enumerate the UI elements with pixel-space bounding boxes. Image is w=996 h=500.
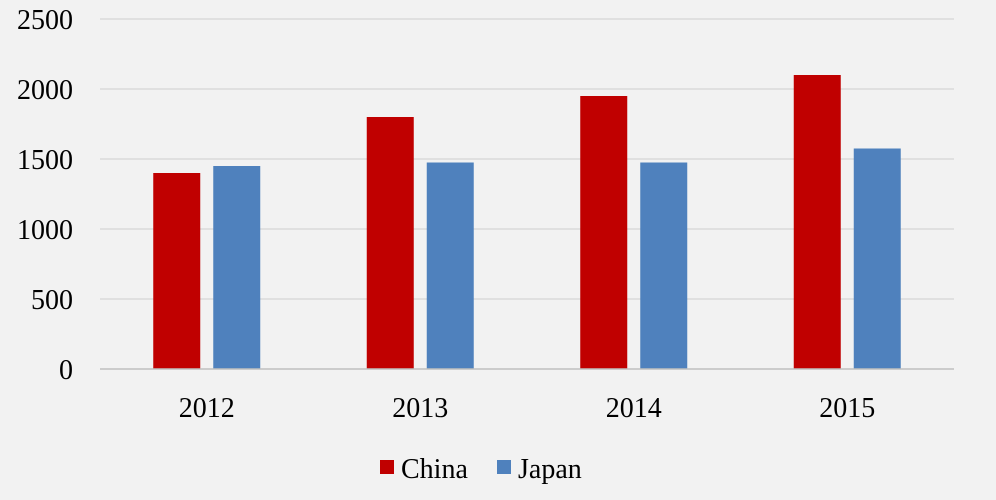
bar-japan-2014: [640, 162, 688, 369]
legend-swatch-japan: [497, 460, 511, 474]
y-tick-label: 1500: [17, 145, 73, 176]
legend-label-china: China: [401, 454, 468, 485]
bar-japan-2012: [213, 166, 261, 369]
bar-china-2012: [153, 173, 201, 369]
x-tick-label: 2013: [392, 393, 448, 424]
bar-japan-2013: [426, 162, 474, 369]
bar-japan-2015: [853, 148, 901, 369]
y-tick-label: 500: [31, 285, 73, 316]
bars: [153, 75, 901, 369]
bar-china-2014: [580, 96, 628, 369]
y-tick-label: 1000: [17, 215, 73, 246]
y-tick-label: 2500: [17, 5, 73, 36]
x-tick-label: 2015: [819, 393, 875, 424]
y-tick-label: 0: [59, 355, 73, 386]
bar-china-2013: [366, 117, 414, 369]
legend: China Japan: [380, 454, 582, 485]
y-axis-tick-labels: 0 500 1000 1500 2000 2500: [17, 5, 73, 386]
legend-swatch-china: [380, 460, 394, 474]
x-tick-label: 2014: [606, 393, 662, 424]
bar-china-2015: [793, 75, 841, 369]
x-tick-label: 2012: [179, 393, 235, 424]
y-tick-label: 2000: [17, 75, 73, 106]
legend-label-japan: Japan: [518, 454, 582, 485]
x-axis-tick-labels: 2012 2013 2014 2015: [179, 393, 876, 424]
